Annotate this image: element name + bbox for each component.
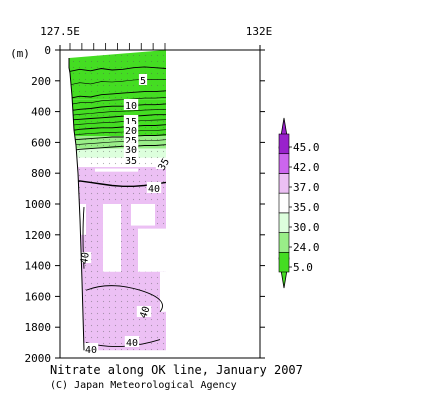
svg-text:35: 35 xyxy=(125,156,137,167)
contour-minor-0 xyxy=(69,78,166,86)
svg-text:35: 35 xyxy=(157,157,173,173)
contour-lines xyxy=(69,66,166,348)
svg-text:40: 40 xyxy=(85,345,97,356)
contour-deep-0 xyxy=(82,207,85,269)
missing-data-area-3 xyxy=(103,204,121,272)
y-tick-label-3: 600 xyxy=(31,136,51,149)
chart-title: Nitrate along OK line, January 2007 xyxy=(50,363,303,377)
contour-label-9: 40 xyxy=(76,251,92,265)
svg-text:15: 15 xyxy=(125,117,137,128)
colorbar-label-6: 5.0 xyxy=(293,261,313,274)
contour-line-25 xyxy=(69,124,166,132)
bottom-topography-line xyxy=(68,58,85,351)
contour-label-1: 10 xyxy=(123,99,139,112)
y-tick-label-4: 800 xyxy=(31,167,51,180)
colorbar-label-1: 42.0 xyxy=(293,161,320,174)
svg-text:25: 25 xyxy=(125,136,137,147)
contour-minor-2 xyxy=(69,109,166,116)
missing-data-area-4 xyxy=(131,204,155,226)
colorbar: 45.0 42.0 37.0 35.0 30.0 24.0 5.0 xyxy=(278,117,320,289)
missing-data-areas xyxy=(70,157,167,312)
missing-data-area-0 xyxy=(71,157,90,168)
contour-line-35 xyxy=(69,144,166,152)
contour-line-15 xyxy=(69,103,166,112)
contour-line-10 xyxy=(69,90,166,99)
svg-text:20: 20 xyxy=(125,126,137,137)
contour-label-7: 35 xyxy=(155,157,173,173)
svg-text:40: 40 xyxy=(148,184,160,195)
colorbar-label-0: 45.0 xyxy=(293,141,320,154)
contour-minor-5 xyxy=(69,139,166,146)
colorbar-segment-5 xyxy=(278,153,290,174)
colorbar-segment-3 xyxy=(278,192,290,214)
contour-label-4: 25 xyxy=(123,134,139,147)
svg-text:40: 40 xyxy=(126,338,138,349)
contour-label-0: 5 xyxy=(138,74,148,87)
contour-minor-3 xyxy=(69,119,166,126)
colorbar-segment-1 xyxy=(278,232,290,253)
contour-label-3: 20 xyxy=(123,124,139,137)
contour-label-12: 40 xyxy=(124,336,140,349)
contour-label-5: 30 xyxy=(123,143,139,156)
credit-text: (C) Japan Meteorological Agency xyxy=(50,380,237,391)
colorbar-segment-2 xyxy=(278,212,290,233)
contour-line-5 xyxy=(69,66,166,73)
colorbar-segment-4 xyxy=(278,173,290,194)
y-tick-label-0: 0 xyxy=(44,44,51,57)
x-tick-label-left: 127.5E xyxy=(40,25,80,38)
missing-data-area-5 xyxy=(138,228,166,272)
y-tick-label-8: 1600 xyxy=(25,290,52,303)
colorbar-label-3: 35.0 xyxy=(293,201,320,214)
y-tick-label-9: 1800 xyxy=(25,321,52,334)
svg-text:5: 5 xyxy=(140,76,146,87)
y-tick-label-6: 1200 xyxy=(25,229,52,242)
contour-minor-1 xyxy=(69,97,166,105)
svg-text:40: 40 xyxy=(79,251,92,265)
y-tick-label-2: 400 xyxy=(31,106,51,119)
colorbar-segment-0 xyxy=(278,251,290,273)
svg-text:40: 40 xyxy=(138,305,152,320)
contour-line-20 xyxy=(69,114,166,121)
y-tick-label-7: 1400 xyxy=(25,260,52,273)
missing-data-area-1 xyxy=(95,168,138,172)
x-tick-label-right: 132E xyxy=(246,25,273,38)
missing-data-area-6 xyxy=(160,271,167,312)
contour-label-11: 40 xyxy=(83,343,99,356)
contour-deep-1 xyxy=(85,285,163,313)
colorbar-label-4: 30.0 xyxy=(293,221,320,234)
contour-label-2: 15 xyxy=(123,115,139,128)
y-tick-label-5: 1000 xyxy=(25,198,52,211)
svg-text:10: 10 xyxy=(125,101,137,112)
colorbar-segment-6 xyxy=(278,133,290,155)
contour-line-30 xyxy=(69,134,166,141)
contour-label-8: 40 xyxy=(146,182,162,195)
contour-minor-4 xyxy=(69,129,166,136)
colorbar-label-5: 24.0 xyxy=(293,241,320,254)
y-tick-label-10: 2000 xyxy=(25,352,52,365)
missing-data-area-2 xyxy=(70,204,86,235)
colorbar-label-2: 37.0 xyxy=(293,181,320,194)
svg-text:30: 30 xyxy=(125,145,137,156)
y-axis-label: (m) xyxy=(10,47,30,60)
y-axis-ticks: 0 200 400 600 800 1000 1200 1400 1600 1800 2000 xyxy=(25,44,265,365)
y-tick-label-1: 200 xyxy=(31,75,51,88)
station-marks xyxy=(59,43,261,50)
contour-label-6: 35 xyxy=(123,154,139,167)
contour-label-10: 40 xyxy=(136,305,153,320)
